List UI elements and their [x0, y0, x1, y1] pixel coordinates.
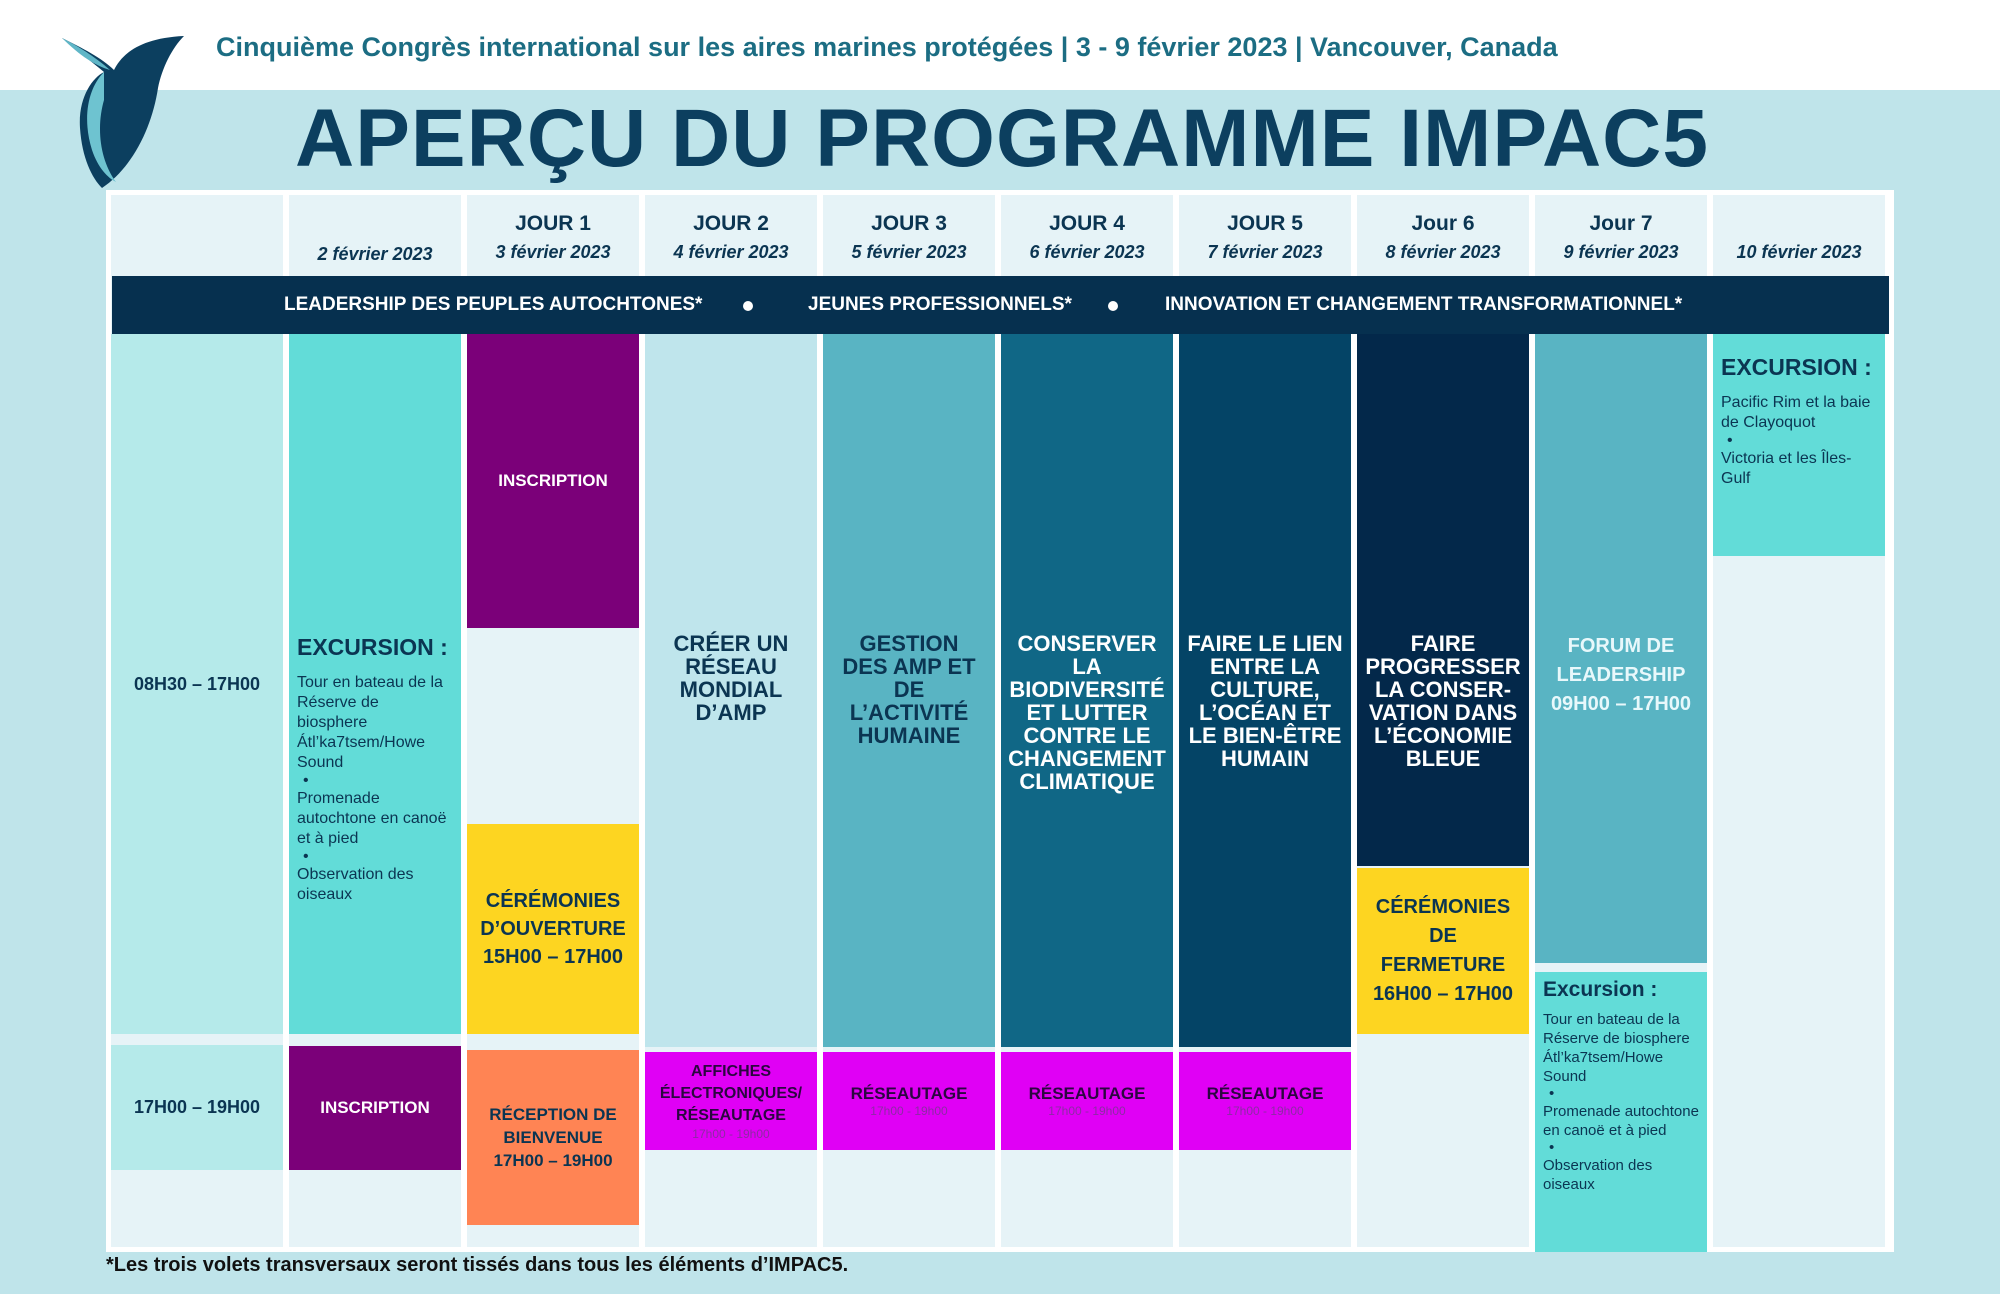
block-title: RÉSEAUTAGE [1206, 1084, 1324, 1103]
networking-block: RÉSEAUTAGE 17h00 - 19h00 [1179, 1052, 1351, 1150]
congress-subtitle: Cinquième Congrès international sur les … [216, 32, 1558, 62]
block-time: 17h00 - 19h00 [1048, 1104, 1126, 1118]
excursion-title: Excursion : [1543, 978, 1658, 1001]
excursion-block: EXCURSION : Tour en bateau de la Réserve… [289, 334, 461, 1034]
networking-block: AFFICHES ÉLECTRONIQUES/ RÉSEAUTAGE 17h00… [645, 1052, 817, 1150]
column-day: JOUR 3 [871, 212, 947, 235]
block-title: RÉSEAUTAGE [850, 1084, 968, 1103]
theme-block: CRÉER UN RÉSEAU MONDIAL D’AMP [645, 334, 817, 1047]
theme-block: FAIRE LE LIEN ENTRE LA CULTURE, L’OCÉAN … [1179, 334, 1351, 1047]
column-day: JOUR 2 [693, 212, 769, 235]
block-time: 17h00 - 19h00 [870, 1104, 948, 1118]
column-day: Jour 6 [1411, 212, 1475, 235]
column-date: 10 février 2023 [1736, 242, 1862, 262]
block-time: 09H00 – 17H00 [1550, 693, 1692, 715]
theme-title: FAIRE LE LIEN ENTRE LA CULTURE, L’OCÉAN … [1187, 631, 1343, 771]
column-day: JOUR 5 [1227, 212, 1303, 235]
block-title: RÉCEPTION DE BIENVENUE [489, 1105, 617, 1147]
excursion-item: Promenade autochtone en canoë et à pied [297, 790, 447, 847]
block-title: CÉRÉMONIES DE FERMETURE [1375, 896, 1511, 976]
column-date: 7 février 2023 [1207, 242, 1323, 262]
excursion-item: Observation des oiseaux [297, 866, 414, 903]
block-title: INSCRIPTION [320, 1098, 430, 1117]
excursion-block: Excursion : Tour en bateau de la Réserve… [1535, 972, 1707, 1252]
bullet-dot [743, 301, 753, 311]
block-time: 17H00 – 19H00 [493, 1151, 613, 1170]
excursion-block: EXCURSION : Pacific Rim et la baie de Cl… [1713, 334, 1885, 556]
column-date: 5 février 2023 [851, 242, 967, 262]
theme-indigenous-leadership: LEADERSHIP DES PEUPLES AUTOCHTONES* [284, 294, 703, 315]
theme-title: CRÉER UN RÉSEAU MONDIAL D’AMP [673, 631, 789, 725]
block-title: RÉSEAUTAGE [1028, 1084, 1146, 1103]
networking-block: RÉSEAUTAGE 17h00 - 19h00 [1001, 1052, 1173, 1150]
theme-title: FAIRE PROGRESSER LA CONSER-VATION DANS L… [1365, 631, 1521, 771]
inscription-block: INSCRIPTION [467, 334, 639, 628]
column-date: 9 février 2023 [1563, 242, 1679, 262]
inscription-block: INSCRIPTION [289, 1046, 461, 1170]
bullet: • [303, 772, 309, 789]
closing-ceremony-block: CÉRÉMONIES DE FERMETURE 16H00 – 17H00 [1357, 868, 1529, 1034]
leadership-forum-block: FORUM DE LEADERSHIP 09H00 – 17H00 [1535, 334, 1707, 963]
excursion-item: Victoria et les Îles-Gulf [1721, 450, 1852, 487]
column-date: 2 février 2023 [317, 244, 433, 264]
column-day: Jour 7 [1589, 212, 1653, 235]
time-label: 17H00 – 19H00 [133, 1097, 261, 1117]
time-slot-evening: 17H00 – 19H00 [111, 1045, 283, 1170]
block-title: CÉRÉMONIES D’OUVERTURE [480, 890, 626, 940]
page-title: APERÇU DU PROGRAMME IMPAC5 [295, 93, 1709, 184]
column-date: 4 février 2023 [673, 242, 789, 262]
column-date: 8 février 2023 [1385, 242, 1501, 262]
column-date: 6 février 2023 [1029, 242, 1145, 262]
theme-block: GESTION DES AMP ET DE L’ACTIVITÉ HUMAINE [823, 334, 995, 1047]
theme-title: GESTION DES AMP ET DE L’ACTIVITÉ HUMAINE [842, 631, 976, 748]
theme-young-professionals: JEUNES PROFESSIONNELS* [808, 294, 1072, 315]
excursion-item: Promenade autochtone en canoë et à pied [1543, 1103, 1699, 1139]
program-grid: 2 février 2023 JOUR 1 3 février 2023 JOU… [106, 190, 1894, 1252]
column-day: JOUR 1 [515, 212, 591, 235]
footnote: *Les trois volets transversaux seront ti… [106, 1254, 849, 1276]
bullet: • [1727, 432, 1733, 449]
bullet-dot [1108, 301, 1118, 311]
block-title: INSCRIPTION [498, 471, 608, 490]
block-time: 16H00 – 17H00 [1372, 983, 1514, 1005]
block-time: 17h00 - 19h00 [1226, 1104, 1304, 1118]
theme-block: FAIRE PROGRESSER LA CONSER-VATION DANS L… [1357, 334, 1529, 866]
networking-block: RÉSEAUTAGE 17h00 - 19h00 [823, 1052, 995, 1150]
excursion-item: Pacific Rim et la baie de Clayoquot [1721, 394, 1871, 431]
time-label: 08H30 – 17H00 [133, 673, 261, 694]
column-date: 3 février 2023 [495, 242, 611, 262]
block-time: 17h00 - 19h00 [692, 1127, 770, 1141]
block-time: 15H00 – 17H00 [482, 946, 624, 968]
bullet: • [303, 848, 309, 865]
excursion-item: Tour en bateau de la Réserve de biospher… [1543, 1011, 1690, 1085]
header-bar: Cinquième Congrès international sur les … [0, 0, 2000, 90]
block-title: AFFICHES ÉLECTRONIQUES/ RÉSEAUTAGE [659, 1063, 803, 1124]
bullet: • [1549, 1085, 1555, 1102]
excursion-item: Tour en bateau de la Réserve de biospher… [297, 674, 443, 771]
column-day: JOUR 4 [1049, 212, 1125, 235]
excursion-title: EXCURSION : [1721, 354, 1872, 380]
theme-block: CONSERVER LA BIODIVERSITÉ ET LUTTER CONT… [1001, 334, 1173, 1047]
welcome-reception-block: RÉCEPTION DE BIENVENUE 17H00 – 19H00 [467, 1050, 639, 1225]
opening-ceremony-block: CÉRÉMONIES D’OUVERTURE 15H00 – 17H00 [467, 824, 639, 1034]
cross-cutting-themes-band: LEADERSHIP DES PEUPLES AUTOCHTONES* JEUN… [112, 276, 1889, 334]
time-slot-day: 08H30 – 17H00 [111, 334, 283, 1034]
theme-title: CONSERVER LA BIODIVERSITÉ ET LUTTER CONT… [1008, 631, 1166, 794]
theme-innovation: INNOVATION ET CHANGEMENT TRANSFORMATIONN… [1165, 294, 1683, 315]
block-title: FORUM DE LEADERSHIP [1556, 635, 1686, 686]
excursion-item: Observation des oiseaux [1543, 1157, 1653, 1193]
excursion-title: EXCURSION : [297, 634, 448, 660]
whale-logo-icon [62, 36, 184, 188]
bullet: • [1549, 1139, 1555, 1156]
